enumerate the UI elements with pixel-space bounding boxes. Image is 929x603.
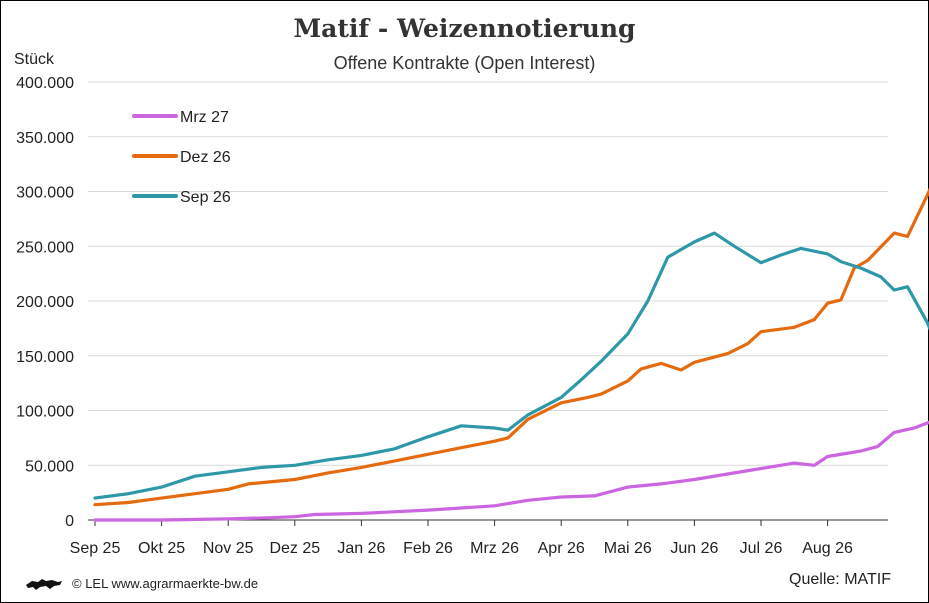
series-line-sep-26 [93,231,929,500]
x-tick-label: Jul 26 [740,540,783,557]
x-tick-label: Jan 26 [337,540,385,557]
x-tick-label: Sep 25 [70,540,121,557]
lion-icon [26,579,62,590]
x-tick-label: Okt 25 [138,540,185,557]
y-tick-label: 0 [65,513,74,530]
y-tick-label: 100.000 [16,404,74,421]
y-tick-label: 350.000 [16,130,74,147]
x-tick-label: Mai 26 [604,540,652,557]
x-tick-label: Aug 26 [802,540,853,557]
y-tick-label: 200.000 [16,294,74,311]
series-lines [93,187,929,522]
footer-copyright: © LEL www.agrarmaerkte-bw.de [24,575,258,591]
x-tick-label: Apr 26 [538,540,585,557]
y-tick-label: 50.000 [25,458,74,475]
copyright-text: © LEL www.agrarmaerkte-bw.de [72,575,259,591]
legend-label: Sep 26 [180,189,231,206]
chart-title: Matif - Weizennotierung [293,14,636,43]
y-tick-label: 400.000 [16,75,74,92]
y-tick-label: 300.000 [16,185,74,202]
y-axis-ticks: 0 50.000 100.000 150.000 200.000 250.000 300.0… [16,75,74,530]
chart-subtitle: Offene Kontrakte (Open Interest) [333,53,596,73]
y-tick-label: 250.000 [16,239,74,256]
series-line-dez-26 [93,187,929,507]
legend-label: Dez 26 [180,149,231,166]
x-tick-label: Nov 25 [203,540,254,557]
legend: Mrz 27 Dez 26 Sep 26 [132,109,231,206]
source-note: Quelle: MATIF [789,571,891,588]
y-tick-label: 150.000 [16,349,74,366]
x-tick-label: Dez 25 [269,540,320,557]
grid-lines [88,81,888,466]
y-axis-unit: Stück [14,51,55,68]
x-axis: Sep 25 Okt 25 Nov 25 Dez 25 Jan 26 Feb 26 Mrz … [70,519,888,557]
x-tick-label: Feb 26 [403,540,453,557]
series-line-mrz-27 [93,420,929,522]
x-tick-label: Mrz 26 [470,540,519,557]
legend-label: Mrz 27 [180,109,229,126]
x-tick-label: Jun 26 [670,540,718,557]
